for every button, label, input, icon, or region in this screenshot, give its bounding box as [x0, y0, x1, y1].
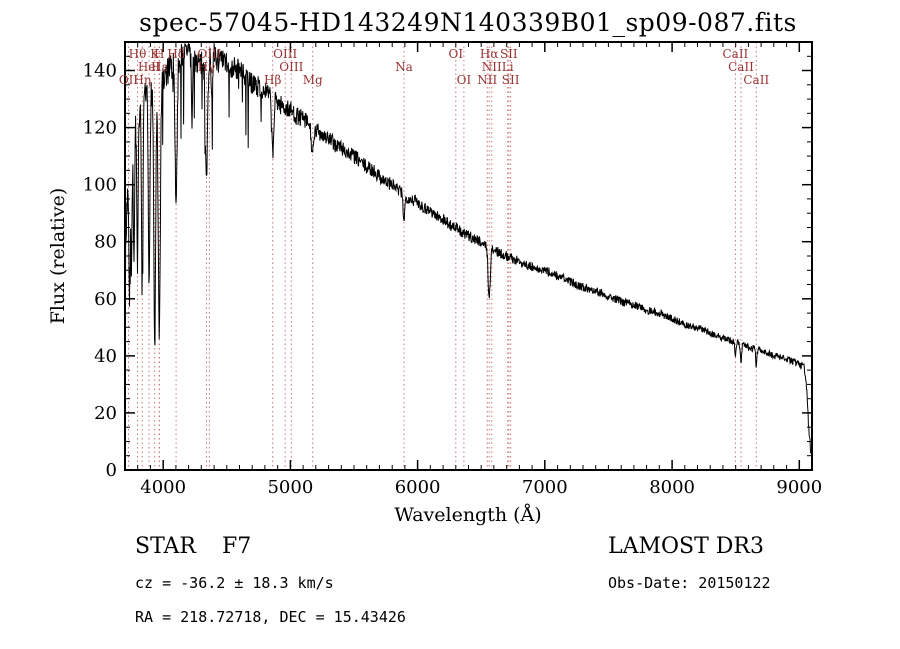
line-marker-label-OI: OI [449, 47, 464, 61]
line-marker-label-Hη: Hη [133, 73, 151, 87]
x-axis-label: Wavelength (Å) [394, 504, 541, 526]
line-marker-label-Hε: Hε [151, 60, 168, 74]
x-tick-label: 8000 [649, 477, 695, 498]
line-marker-label-Li: Li [502, 60, 514, 74]
line-marker-label-OI: OI [457, 73, 472, 87]
line-marker-label-CaII: CaII [743, 73, 769, 87]
object-subclass: F7 [222, 534, 251, 559]
line-marker-label-HeI: HeI [138, 60, 161, 74]
x-tick-label: 4000 [140, 477, 186, 498]
line-marker-label-Hγ: Hγ [198, 60, 216, 74]
y-tick-label: 140 [83, 61, 117, 82]
x-tick-label: 5000 [267, 477, 313, 498]
plot-frame [124, 41, 813, 471]
y-tick-label: 20 [94, 403, 117, 424]
line-marker-label-SII: SII [502, 73, 520, 87]
line-marker-label-Na: Na [395, 60, 413, 74]
line-marker-label-Hθ: Hθ [129, 47, 147, 61]
y-tick-label: 0 [106, 460, 117, 481]
line-marker-label-CaII: CaII [728, 60, 754, 74]
obs-date: Obs-Date: 20150122 [608, 574, 771, 592]
line-marker-label-OIII: OIII [273, 47, 297, 61]
y-tick-label: 40 [94, 346, 117, 367]
spectrum-line [124, 42, 812, 454]
y-tick-label: 120 [83, 118, 117, 139]
line-marker-label-Mg: Mg [303, 73, 323, 87]
line-marker-label-Hβ: Hβ [264, 73, 281, 87]
line-marker-label-Hδ: Hδ [167, 47, 185, 61]
plot-title: spec-57045-HD143249N140339B01_sp09-087.f… [139, 8, 797, 37]
radial-velocity: cz = -36.2 ± 18.3 km/s [135, 574, 334, 592]
object-class: STAR [135, 534, 197, 559]
coordinates: RA = 218.72718, DEC = 15.43426 [135, 608, 406, 626]
line-marker-label-H: H [154, 47, 164, 61]
axis-ticks [125, 42, 812, 471]
line-marker-label-SII: SII [500, 47, 518, 61]
y-tick-label: 80 [94, 232, 117, 253]
y-tick-label: 100 [83, 175, 117, 196]
line-marker-label-NII: NII [482, 60, 502, 74]
chart-layer: 4000 5000 6000 7000 8000 9000 0 20 40 60 80 100 120 1… [83, 41, 822, 498]
line-marker-label-CaII: CaII [722, 47, 748, 61]
line-marker-label-NII: NII [477, 73, 497, 87]
line-marker-label-OIII: OIII [279, 60, 303, 74]
x-tick-label: 7000 [522, 477, 568, 498]
survey-release: LAMOST DR3 [608, 534, 764, 559]
x-tick-label: 6000 [395, 477, 441, 498]
x-tick-label: 9000 [776, 477, 822, 498]
y-tick-label: 60 [94, 289, 117, 310]
y-axis-label: Flux (relative) [47, 188, 69, 325]
line-markers [128, 42, 757, 470]
line-marker-label-Hα: Hα [480, 47, 499, 61]
line-marker-label-K: K [150, 47, 160, 61]
line-marker-labels: OIIHθHηHeIKHHεHδHγOIIIHβOIIIOIIIMgNaOIOI… [119, 47, 770, 87]
line-marker-label-OIII: OIII [197, 47, 221, 61]
line-marker-label-OII: OII [119, 73, 139, 87]
